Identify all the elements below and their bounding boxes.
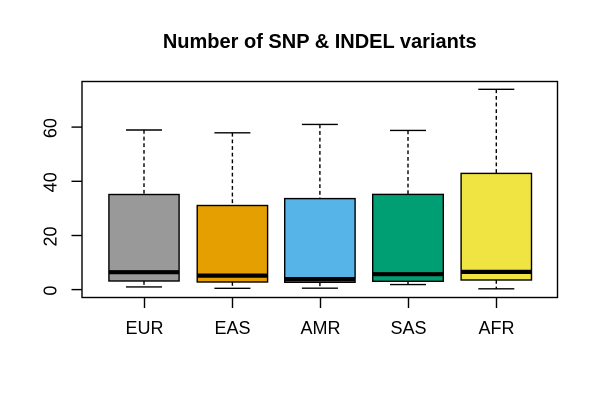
- svg-text:SAS: SAS: [390, 318, 426, 338]
- svg-text:Number of SNP & INDEL variants: Number of SNP & INDEL variants: [163, 31, 477, 53]
- svg-text:AMR: AMR: [301, 318, 341, 338]
- svg-text:EUR: EUR: [125, 318, 163, 338]
- svg-text:60: 60: [41, 118, 61, 138]
- svg-text:0: 0: [41, 286, 61, 296]
- svg-text:20: 20: [41, 226, 61, 246]
- svg-text:EAS: EAS: [214, 318, 250, 338]
- svg-text:40: 40: [41, 172, 61, 192]
- svg-text:AFR: AFR: [479, 318, 515, 338]
